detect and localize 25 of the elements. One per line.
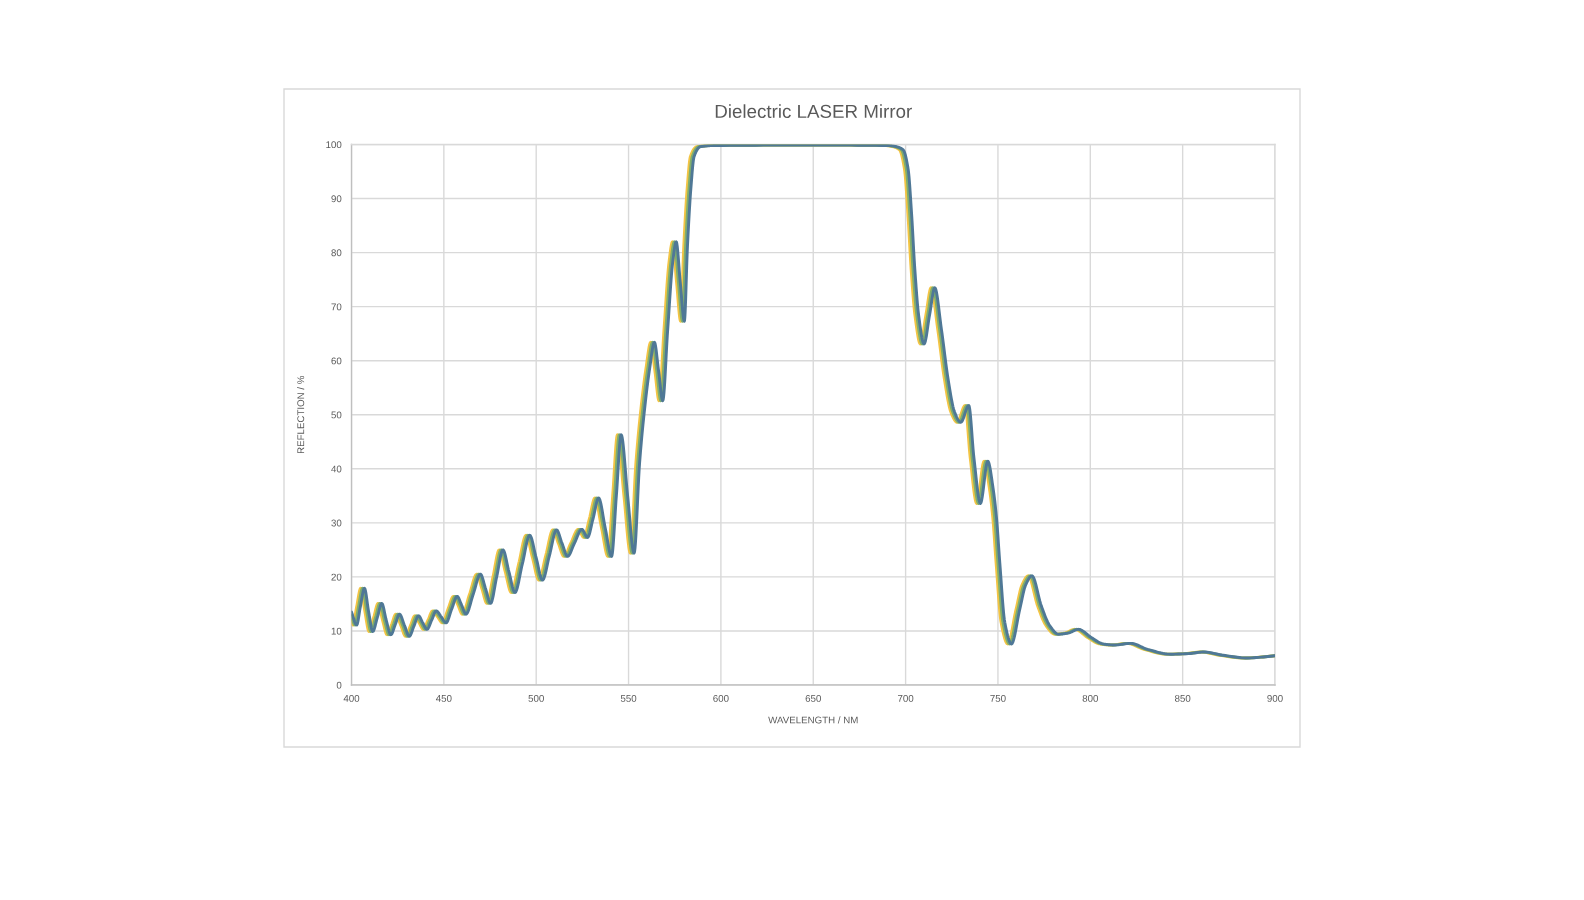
x-tick-label: 900: [1267, 694, 1283, 702]
x-tick-label: 750: [990, 694, 1006, 702]
y-tick-label: 90: [331, 195, 342, 203]
x-tick-label: 700: [897, 694, 914, 702]
x-tick-label: 450: [435, 694, 452, 702]
x-axis-title: WAVELENGTH / NM: [768, 716, 858, 724]
x-tick-label: 800: [1082, 694, 1099, 702]
y-axis-title: REFLECTION / %: [297, 375, 305, 454]
x-tick-label: 600: [713, 694, 729, 702]
chart-title: Dielectric LASER Mirror: [715, 104, 912, 119]
x-tick-label: 650: [805, 694, 821, 702]
y-tick-label: 70: [331, 303, 342, 311]
y-tick-label: 40: [331, 465, 342, 473]
y-tick-label: 80: [331, 249, 342, 257]
y-tick-label: 50: [331, 411, 342, 419]
y-tick-label: 60: [331, 357, 342, 365]
y-tick-label: 20: [331, 573, 342, 581]
x-tick-label: 550: [620, 694, 637, 702]
y-tick-label: 30: [331, 519, 342, 527]
y-tick-label: 100: [326, 141, 342, 149]
y-tick-label: 0: [336, 681, 342, 689]
x-tick-label: 500: [528, 694, 544, 702]
x-tick-label: 400: [343, 694, 360, 702]
y-tick-label: 10: [331, 627, 342, 635]
x-tick-label: 850: [1174, 694, 1191, 702]
